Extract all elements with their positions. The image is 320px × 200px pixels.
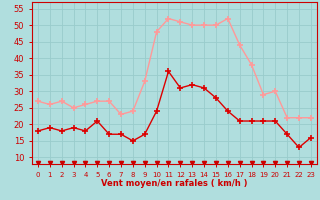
X-axis label: Vent moyen/en rafales ( km/h ): Vent moyen/en rafales ( km/h ): [101, 179, 248, 188]
